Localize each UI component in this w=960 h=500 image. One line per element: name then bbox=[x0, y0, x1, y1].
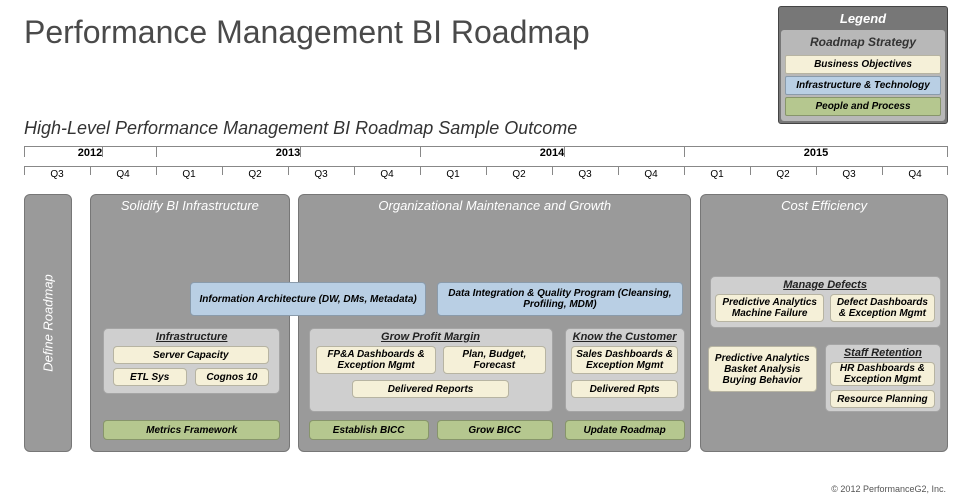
phase-title: Define Roadmap bbox=[41, 274, 56, 372]
group-title: Grow Profit Margin bbox=[310, 329, 552, 344]
group-title: Infrastructure bbox=[104, 329, 278, 344]
page-title: Performance Management BI Roadmap bbox=[24, 14, 590, 51]
timeline-year: 2014 bbox=[420, 146, 684, 166]
legend-item: Infrastructure & Technology bbox=[785, 76, 941, 95]
timeline-quarter: Q3 bbox=[816, 166, 882, 188]
phase-title: Solidify BI Infrastructure bbox=[91, 195, 290, 218]
group-title: Manage Defects bbox=[711, 277, 940, 292]
roadmap-block: Update Roadmap bbox=[565, 420, 685, 440]
roadmap-block: Plan, Budget, Forecast bbox=[443, 346, 546, 374]
timeline-quarter: Q4 bbox=[882, 166, 948, 188]
timeline-quarter: Q2 bbox=[750, 166, 816, 188]
group-title: Know the Customer bbox=[566, 329, 684, 344]
timeline-quarter: Q1 bbox=[156, 166, 222, 188]
timeline-quarter: Q2 bbox=[486, 166, 552, 188]
roadmap-block: Delivered Rpts bbox=[571, 380, 678, 398]
roadmap-block: ETL Sys bbox=[113, 368, 187, 386]
group-title: Staff Retention bbox=[826, 345, 940, 360]
roadmap-block: Server Capacity bbox=[113, 346, 269, 364]
roadmap-block: Predictive Analytics Machine Failure bbox=[715, 294, 824, 322]
roadmap-block: Grow BICC bbox=[437, 420, 553, 440]
timeline-year: 2015 bbox=[684, 146, 948, 166]
timeline-quarter: Q4 bbox=[618, 166, 684, 188]
timeline: 2012201320142015 Q3Q4Q1Q2Q3Q4Q1Q2Q3Q4Q1Q… bbox=[24, 146, 948, 188]
roadmap-block: Defect Dashboards & Exception Mgmt bbox=[830, 294, 935, 322]
legend-item: People and Process bbox=[785, 97, 941, 116]
copyright: © 2012 PerformanceG2, Inc. bbox=[831, 484, 946, 494]
roadmap-block: Data Integration & Quality Program (Clea… bbox=[437, 282, 683, 316]
timeline-year: 2012 bbox=[24, 146, 156, 166]
timeline-quarter: Q3 bbox=[24, 166, 90, 188]
roadmap-canvas: Define Roadmap Solidify BI Infrastructure… bbox=[24, 194, 948, 478]
legend: Legend Roadmap Strategy Business Objecti… bbox=[778, 6, 948, 124]
roadmap-block: Cognos 10 bbox=[195, 368, 269, 386]
phase-solidify: Solidify BI Infrastructure bbox=[90, 194, 291, 452]
roadmap-block: Delivered Reports bbox=[352, 380, 509, 398]
phase-title: Cost Efficiency bbox=[701, 195, 947, 218]
phase-define: Define Roadmap bbox=[24, 194, 72, 452]
timeline-quarter: Q3 bbox=[288, 166, 354, 188]
timeline-year: 2013 bbox=[156, 146, 420, 166]
legend-subtitle: Roadmap Strategy bbox=[784, 33, 942, 53]
timeline-quarter: Q4 bbox=[90, 166, 156, 188]
timeline-quarter: Q3 bbox=[552, 166, 618, 188]
roadmap-block: Establish BICC bbox=[309, 420, 429, 440]
legend-title: Legend bbox=[781, 9, 945, 30]
roadmap-block: Information Architecture (DW, DMs, Metad… bbox=[190, 282, 426, 316]
roadmap-block: HR Dashboards & Exception Mgmt bbox=[830, 362, 935, 386]
timeline-quarter: Q2 bbox=[222, 166, 288, 188]
roadmap-block: FP&A Dashboards & Exception Mgmt bbox=[316, 346, 436, 374]
phase-growth: Organizational Maintenance and Growth bbox=[298, 194, 691, 452]
roadmap-block: Resource Planning bbox=[830, 390, 935, 408]
roadmap-block: Metrics Framework bbox=[103, 420, 279, 440]
roadmap-block: Sales Dashboards & Exception Mgmt bbox=[571, 346, 678, 374]
phase-title: Organizational Maintenance and Growth bbox=[299, 195, 690, 218]
timeline-quarter: Q4 bbox=[354, 166, 420, 188]
page-subtitle: High-Level Performance Management BI Roa… bbox=[24, 118, 577, 139]
timeline-quarter: Q1 bbox=[684, 166, 750, 188]
timeline-quarter: Q1 bbox=[420, 166, 486, 188]
roadmap-block: Predictive Analytics Basket Analysis Buy… bbox=[708, 346, 817, 392]
legend-body: Roadmap Strategy Business Objectives Infr… bbox=[781, 30, 945, 121]
legend-item: Business Objectives bbox=[785, 55, 941, 74]
